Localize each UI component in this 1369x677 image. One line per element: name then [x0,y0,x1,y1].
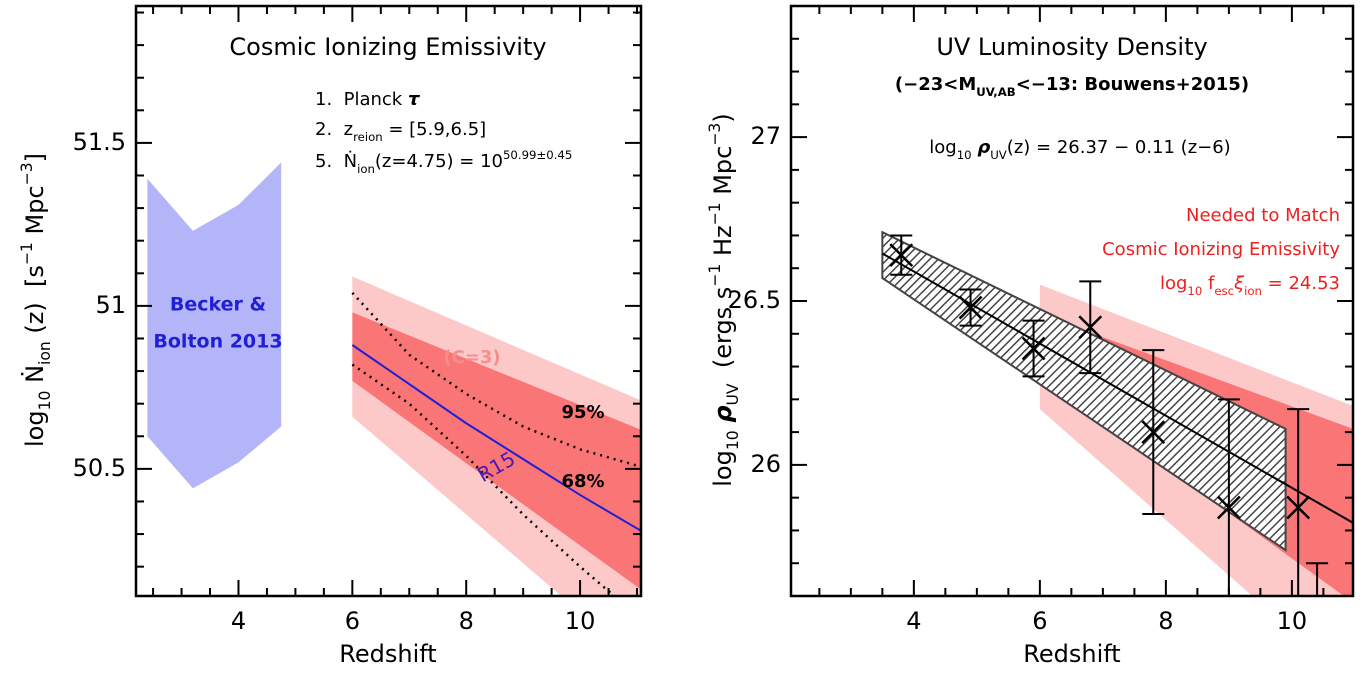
band [352,312,641,590]
chart-title: Cosmic Ionizing Emissivity [229,33,546,61]
marker [1078,315,1103,340]
marker [889,243,914,267]
y-tick-label: 27 [750,122,781,150]
x-axis-label: Redshift [339,640,436,668]
marker [1216,495,1241,520]
y-axis-label: log10 Ṅion (z) [s−1 Mpc−3] [18,153,54,447]
line [351,344,641,532]
x-tick-label: 6 [1032,607,1047,635]
note: Cosmic Ionizing Emissivity [1102,239,1340,260]
band-label: Becker & [170,294,266,316]
chart-subtitle: (−23<MUV,AB<−13: Bouwens+2015) [895,74,1249,99]
y-tick-label: 26 [750,450,781,478]
y-tick-label: 26.5 [728,286,781,314]
line [351,363,616,596]
annotation: (C=3) [443,347,500,368]
y-axis-label: log10 ρUV (ergs s−1 Hz−1 Mpc−3) [706,113,742,486]
plot-area [881,230,1353,596]
x-tick-label: 4 [906,607,921,635]
note: log10 fescξion = 24.53 [1160,273,1340,298]
upper-limit [1306,562,1329,596]
x-tick-label: 6 [345,607,360,635]
y-tick-label: 51.5 [73,128,126,156]
marker [1286,495,1311,520]
note: 2. zreion = [5.9,6.5] [315,119,486,144]
line [351,292,638,467]
band-label: Bolton 2013 [153,331,282,353]
note: 1. Planck τ [315,89,420,110]
y-tick-label: 50.5 [73,454,126,482]
x-tick-label: 10 [1277,607,1308,635]
plot-frame [789,4,1355,598]
x-tick-label: 8 [1158,607,1173,635]
y-tick-label: 51 [95,291,126,319]
note: 5. Ṅion(z=4.75) = 1050.99±0.45 [315,148,572,176]
marker [1021,336,1046,361]
x-tick-label: 4 [231,607,246,635]
plot-frame [134,4,643,598]
band-label: 95% [561,402,604,423]
note: Needed to Match [1186,205,1340,226]
equation: log10 ρUV(z) = 26.37 − 0.11 (z−6) [929,137,1230,162]
marker [958,295,983,320]
x-tick-label: 8 [459,607,474,635]
chart-title: UV Luminosity Density [936,33,1207,61]
band [147,162,282,489]
marker [1141,420,1166,444]
x-tick-label: 10 [565,607,596,635]
band-label: 68% [561,471,604,492]
x-axis-label: Redshift [1023,640,1120,668]
plot-area [147,162,641,596]
